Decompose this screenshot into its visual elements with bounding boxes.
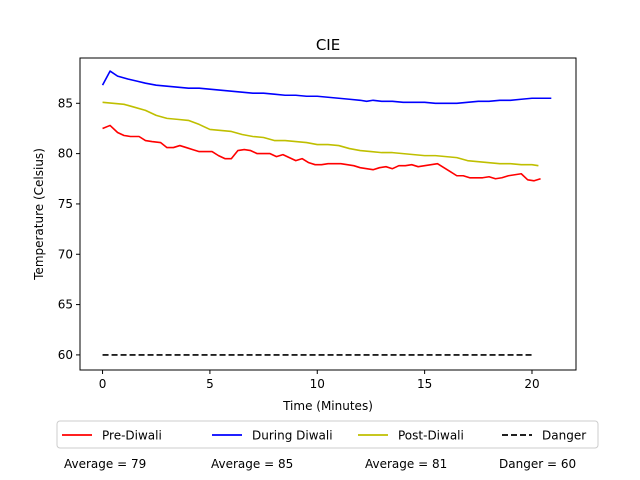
x-tick-label-0: 0 xyxy=(99,377,107,391)
legend-label-2: Post-Diwali xyxy=(398,429,464,443)
annotation-3: Danger = 60 xyxy=(499,457,576,471)
legend-label-1: During Diwali xyxy=(252,429,333,443)
annotation-0: Average = 79 xyxy=(64,457,146,471)
plot-marks xyxy=(101,70,552,356)
y-tick-label-4: 80 xyxy=(58,147,73,161)
series-line-0 xyxy=(102,124,541,182)
y-axis-label: Temperature (Celsius) xyxy=(32,148,46,281)
y-tick-label-2: 70 xyxy=(58,247,73,261)
series-line-2 xyxy=(102,101,539,167)
x-tick-label-4: 20 xyxy=(524,377,539,391)
annotation-2: Average = 81 xyxy=(365,457,447,471)
series-line-1 xyxy=(101,70,552,105)
y-tick-label-5: 85 xyxy=(58,96,73,110)
y-tick-label-3: 75 xyxy=(58,197,73,211)
plot-frame xyxy=(79,57,577,371)
legend: Pre-Diwali During Diwali Post-Diwali Danger xyxy=(56,420,599,449)
legend-frame xyxy=(56,420,599,449)
x-axis-label: Time (Minutes) xyxy=(282,399,373,413)
annotation-1: Average = 85 xyxy=(211,457,293,471)
y-tick-label-1: 65 xyxy=(58,298,73,312)
legend-items: Pre-Diwali During Diwali Post-Diwali Danger xyxy=(62,429,586,443)
legend-label-3: Danger xyxy=(542,429,586,443)
average-annotations: Average = 79 Average = 85 Average = 81 Dang… xyxy=(64,457,576,471)
x-tick-label-2: 10 xyxy=(310,377,325,391)
y-tick-label-0: 60 xyxy=(58,348,73,362)
y-axis-ticks: 60 65 70 75 80 85 xyxy=(58,96,80,362)
x-axis-ticks: 0 5 10 15 20 xyxy=(99,370,540,391)
chart-title: CIE xyxy=(316,36,340,54)
legend-label-0: Pre-Diwali xyxy=(102,429,162,443)
x-tick-label-1: 5 xyxy=(206,377,214,391)
x-tick-label-3: 15 xyxy=(417,377,432,391)
